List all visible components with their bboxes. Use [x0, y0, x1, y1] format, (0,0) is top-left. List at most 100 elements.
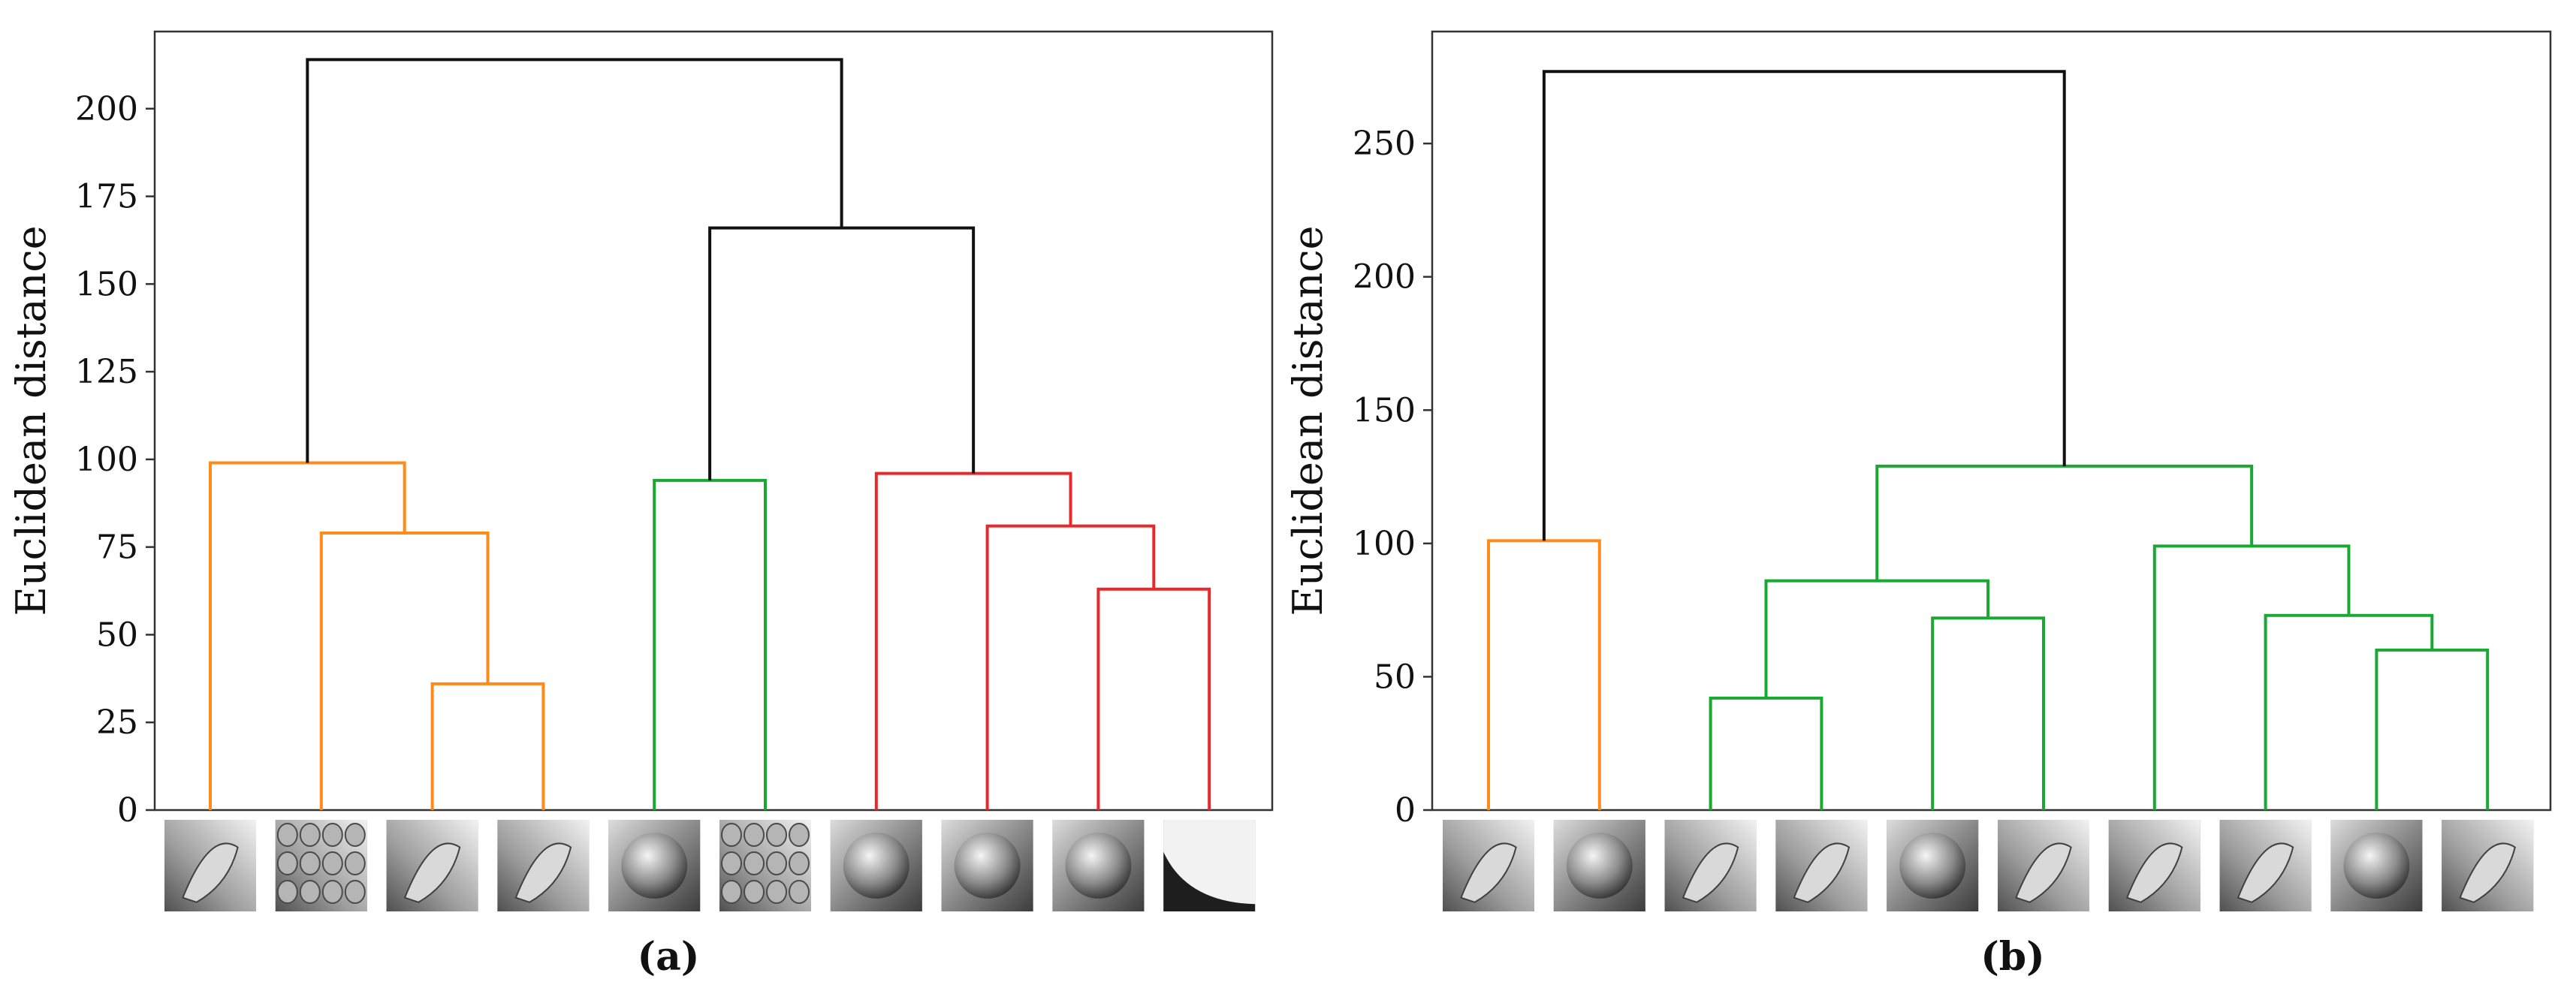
fish-scales-thumbnail-cell	[299, 823, 321, 847]
dendrogram-link	[1931, 616, 2045, 810]
dendrogram-link	[2152, 544, 2351, 810]
y-tick-label: 200	[1353, 258, 1416, 297]
fish-scales-thumbnail-cell	[344, 880, 366, 904]
plot-frame	[1431, 30, 2552, 812]
glass-skull-thumbnail-object	[954, 833, 1021, 899]
y-tick-label: 50	[96, 616, 138, 654]
fish-scales-thumbnail-cell	[276, 823, 298, 847]
glass-skull-thumbnail	[2330, 820, 2423, 911]
pebbles-thumbnail-cell	[744, 880, 765, 904]
water-glass-thumbnail	[1775, 820, 1868, 911]
dendrogram-link	[653, 478, 767, 810]
dendrogram-link	[2375, 648, 2490, 810]
panel-label: (b)	[1980, 934, 2045, 980]
y-axis-title: Euclidean distance	[8, 225, 55, 616]
dendrogram-link	[319, 531, 490, 810]
dendrogram-link	[209, 461, 406, 810]
dendrogram-link	[1875, 464, 2254, 581]
dendrogram-link	[1487, 539, 1601, 810]
fish-scales-thumbnail-cell	[321, 851, 343, 875]
glass-leaf-dish-thumbnail	[1998, 820, 2089, 911]
glass-mug-thumbnail	[2219, 820, 2312, 911]
fish-scales-thumbnail-cell	[344, 823, 366, 847]
white-plate-thumbnail	[1163, 820, 1256, 911]
y-tick-label: 25	[96, 703, 138, 742]
dendrogram-link	[306, 58, 843, 463]
dendrogram-link	[430, 682, 545, 810]
pebbles-thumbnail-cell	[766, 823, 787, 847]
fish-scales-thumbnail-cell	[344, 851, 366, 875]
dendrogram-panel-a: 0 25 50 75 100 125 150 175 200 Euclidean distance…	[8, 30, 1274, 980]
fish-scales-thumbnail-cell	[299, 880, 321, 904]
pebbles-thumbnail-cell	[766, 880, 787, 904]
y-tick-label: 100	[1353, 525, 1416, 563]
pebbles-thumbnail-cell	[789, 880, 810, 904]
y-tick-label: 75	[96, 529, 138, 567]
glass-vase-thumbnail	[2442, 820, 2534, 911]
dendrogram-link	[1764, 579, 1990, 698]
water-drops-thumbnail	[1052, 820, 1145, 911]
pebbles-thumbnail-cell	[766, 851, 787, 875]
pebbles-thumbnail-cell	[744, 851, 765, 875]
metal-sphere-thumbnail	[608, 820, 701, 911]
dendrogram-link	[1709, 696, 1823, 810]
y-tick-label: 0	[117, 791, 138, 830]
y-tick-label: 50	[1374, 658, 1416, 696]
spoon-thumbnail	[164, 820, 256, 911]
fish-scales-thumbnail-cell	[276, 880, 298, 904]
pebbles-thumbnail-cell	[789, 851, 810, 875]
glass-marble-thumbnail-object	[1899, 833, 1966, 899]
white-plate-thumbnail-object	[1163, 851, 1256, 911]
crumpled-foil-thumbnail-object	[403, 842, 461, 903]
cocktail-shaker-thumbnail	[497, 820, 590, 911]
wine-glasses-thumbnail	[2108, 820, 2200, 911]
pebbles-thumbnail-cell	[721, 851, 742, 875]
y-axis-title: Euclidean distance	[1284, 225, 1332, 616]
crumpled-foil-thumbnail	[386, 820, 478, 911]
glass-skull-thumbnail	[941, 820, 1033, 911]
cut-glass-ball-thumbnail-object	[1566, 833, 1633, 899]
glass-marble-thumbnail	[1887, 820, 1979, 911]
pebbles-thumbnail-cell	[744, 823, 765, 847]
metal-bowl-thumbnail	[830, 820, 922, 911]
dendrogram-link	[1096, 587, 1211, 810]
y-tick-label: 100	[75, 441, 138, 479]
glass-bird-thumbnail	[1443, 820, 1534, 911]
pebbles-thumbnail-cell	[721, 880, 742, 904]
plot-frame	[153, 30, 1274, 812]
y-tick-label: 250	[1353, 125, 1416, 163]
dendrogram-panel-b: 0 50 100 150 200 250 Euclidean distance (b)	[1284, 30, 2552, 980]
glass-bird-thumbnail-object	[1460, 842, 1517, 903]
y-tick-label: 150	[1353, 391, 1416, 429]
fish-scales-thumbnail-cell	[276, 851, 298, 875]
dendrogram-link	[874, 471, 1072, 810]
water-drops-thumbnail-object	[1065, 833, 1132, 899]
glass-horse-thumbnail-object	[1682, 842, 1739, 903]
pebbles-thumbnail	[719, 820, 811, 911]
y-tick-label: 125	[75, 353, 138, 391]
y-tick-label: 200	[75, 90, 138, 128]
pebbles-thumbnail-cell	[721, 823, 742, 847]
y-tick-label: 175	[75, 178, 138, 216]
glass-mug-thumbnail-object	[2237, 842, 2294, 903]
spoon-thumbnail-object	[182, 842, 239, 903]
cocktail-shaker-thumbnail-object	[514, 842, 572, 903]
dendrogram-link	[2264, 613, 2434, 810]
water-glass-thumbnail-object	[1793, 842, 1851, 903]
cut-glass-ball-thumbnail	[1553, 820, 1645, 911]
pebbles-thumbnail-cell	[789, 823, 810, 847]
fish-scales-thumbnail-cell	[299, 851, 321, 875]
panel-label: (a)	[638, 934, 700, 980]
metal-sphere-thumbnail-object	[621, 833, 688, 899]
y-tick-label: 150	[75, 265, 138, 303]
glass-vase-thumbnail-object	[2459, 842, 2516, 903]
dendrogram-link	[985, 524, 1156, 810]
glass-horse-thumbnail	[1664, 820, 1757, 911]
fish-scales-thumbnail-cell	[321, 880, 343, 904]
wine-glasses-thumbnail-object	[2125, 842, 2183, 903]
fish-scales-thumbnail	[275, 820, 367, 911]
fish-scales-thumbnail-cell	[321, 823, 343, 847]
y-tick-label: 0	[1395, 791, 1416, 830]
dendrogram-link	[1542, 70, 2066, 541]
